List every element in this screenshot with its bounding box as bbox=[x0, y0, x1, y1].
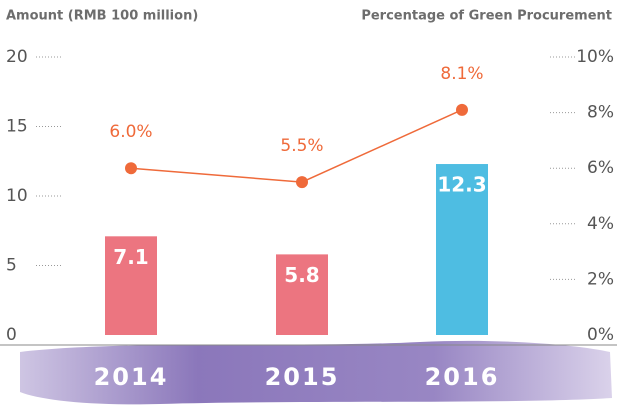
y2-tick-label: 2% bbox=[587, 269, 614, 289]
bar-value-label: 12.3 bbox=[437, 173, 486, 197]
y-tick-label: 15 bbox=[6, 117, 28, 137]
y-tick-label: 5 bbox=[6, 256, 17, 276]
y-tick-label: 0 bbox=[6, 325, 17, 345]
bar-value-label: 7.1 bbox=[113, 245, 148, 269]
line-value-label: 8.1% bbox=[440, 64, 483, 84]
bar-value-label: 5.8 bbox=[284, 263, 319, 287]
line-value-label: 6.0% bbox=[109, 122, 152, 142]
x-tick-label: 2016 bbox=[425, 363, 500, 391]
y2-axis-title: Percentage of Green Procurement bbox=[361, 9, 612, 24]
y2-tick-label: 0% bbox=[587, 325, 614, 345]
line-value-label: 5.5% bbox=[280, 136, 323, 156]
line-point bbox=[456, 104, 468, 116]
chart: Amount (RMB 100 million) Percentage of G… bbox=[0, 0, 617, 406]
y-axis-title: Amount (RMB 100 million) bbox=[6, 9, 198, 24]
y2-tick-label: 6% bbox=[587, 158, 614, 178]
x-tick-label: 2015 bbox=[265, 363, 340, 391]
x-tick-label: 2014 bbox=[94, 363, 169, 391]
y-tick-label: 20 bbox=[6, 47, 28, 67]
line-point bbox=[296, 176, 308, 188]
y2-tick-label: 10% bbox=[576, 47, 614, 67]
y2-tick-label: 8% bbox=[587, 103, 614, 123]
line-point bbox=[125, 162, 137, 174]
y-tick-label: 10 bbox=[6, 186, 28, 206]
y2-tick-label: 4% bbox=[587, 214, 614, 234]
